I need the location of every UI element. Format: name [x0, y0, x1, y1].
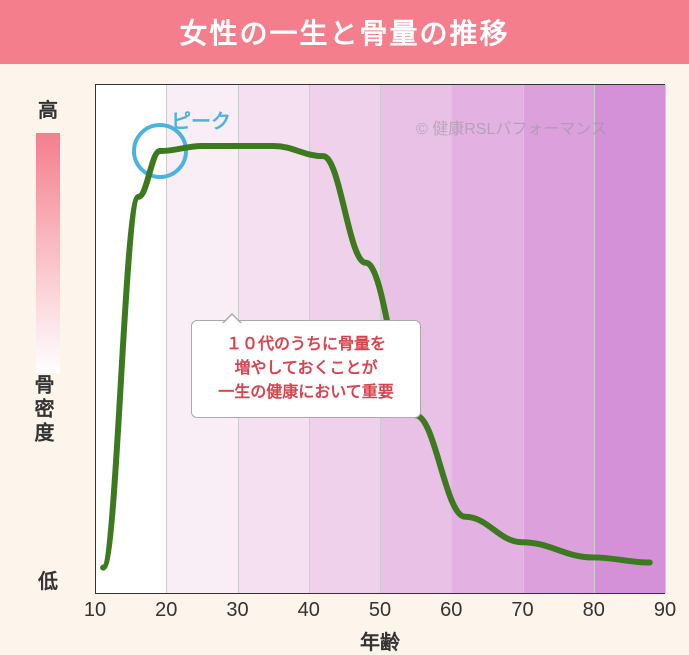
chart-container: 高 低 骨密度 © 健康RSLパフォーマンス ピーク １０代のうちに骨量を 増や… [0, 64, 689, 644]
callout-line: 一生の健康において重要 [218, 384, 394, 401]
gradient-bar [36, 133, 60, 373]
x-tick-label: 30 [226, 599, 248, 622]
y-axis-label: 骨密度 [28, 374, 57, 446]
x-tick-label: 80 [583, 599, 605, 622]
chart-title: 女性の一生と骨量の推移 [0, 0, 689, 64]
x-tick-label: 60 [440, 599, 462, 622]
y-low-label: 低 [18, 565, 78, 594]
x-tick-label: 50 [369, 599, 391, 622]
x-tick-label: 90 [654, 599, 676, 622]
plot-area: © 健康RSLパフォーマンス ピーク １０代のうちに骨量を 増やしておくことが … [95, 84, 665, 594]
x-axis-label: 年齢 [95, 626, 665, 655]
y-indicator: 高 低 [18, 94, 78, 594]
y-high-label: 高 [18, 94, 78, 123]
x-tick-label: 70 [511, 599, 533, 622]
x-tick-label: 40 [298, 599, 320, 622]
x-tick-label: 20 [155, 599, 177, 622]
callout-line: 増やしておくことが [234, 360, 377, 377]
x-tick-label: 10 [84, 599, 106, 622]
x-ticks: 102030405060708090 [95, 599, 665, 629]
callout-box: １０代のうちに骨量を 増やしておくことが 一生の健康において重要 [191, 320, 421, 418]
callout-line: １０代のうちに骨量を [226, 336, 386, 353]
